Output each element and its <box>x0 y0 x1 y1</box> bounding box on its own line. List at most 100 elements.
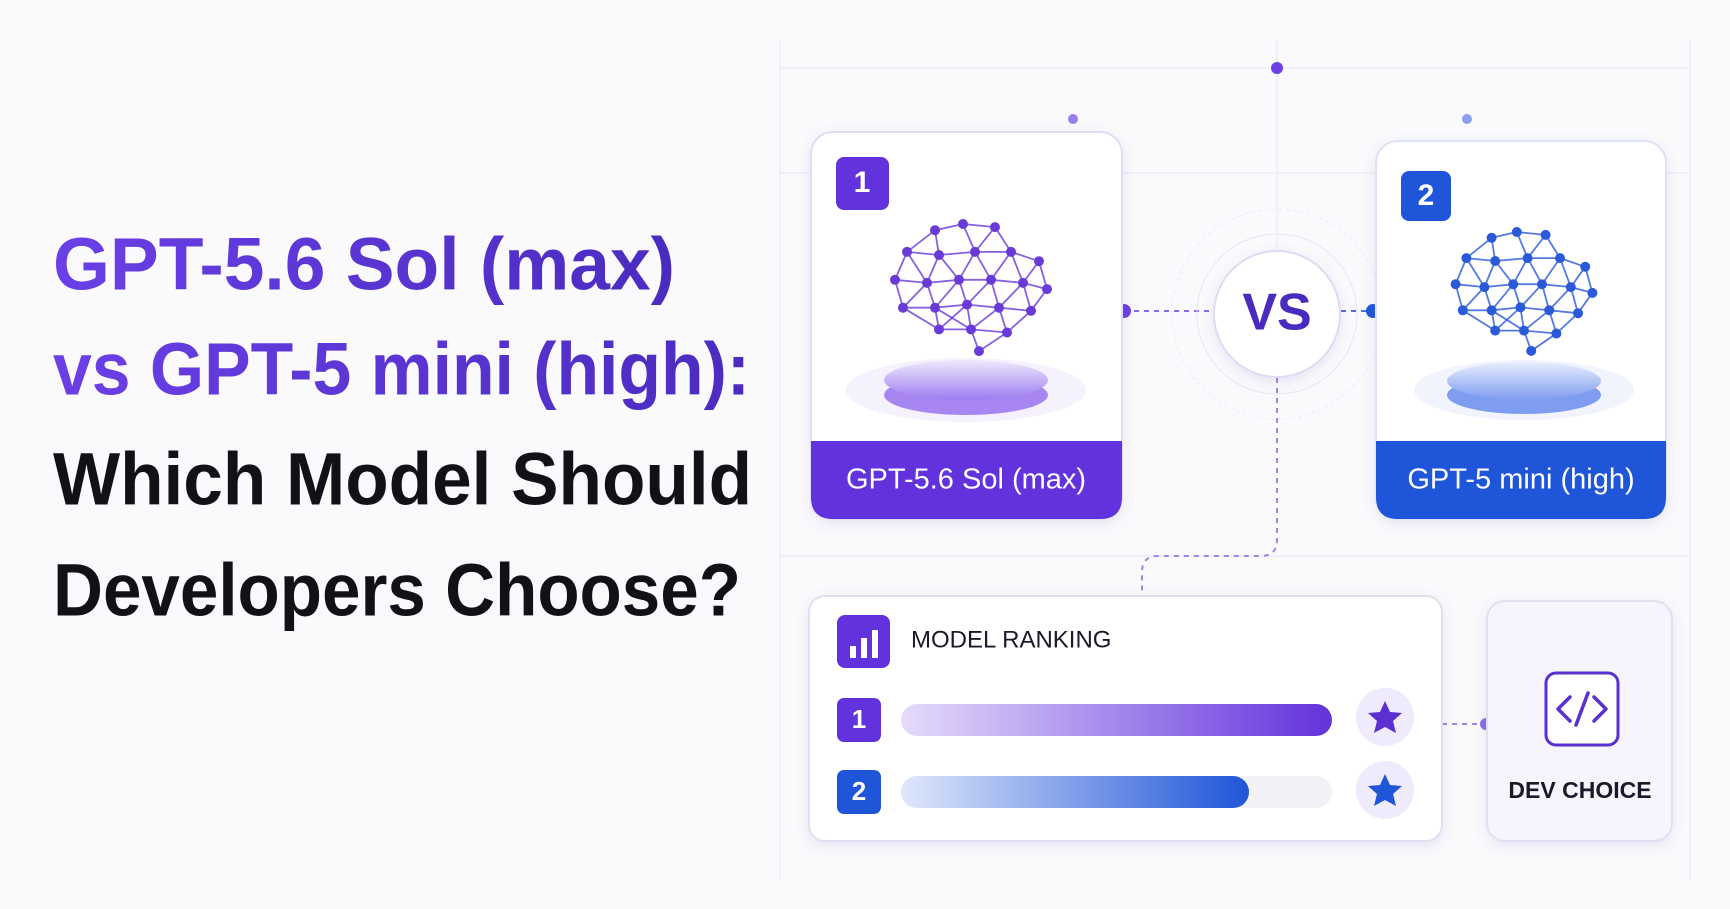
brain-edge <box>962 223 976 253</box>
brain-edge <box>1523 309 1550 332</box>
brain-edge <box>906 251 928 284</box>
dot <box>1271 62 1283 74</box>
brain-edge <box>974 251 992 281</box>
brain-edge <box>906 251 940 256</box>
dot <box>1068 114 1078 124</box>
brain-node <box>1526 345 1537 356</box>
brain-node <box>934 250 944 260</box>
brain-node <box>1537 279 1547 290</box>
dev-choice-panel: DEV CHOICE <box>1486 600 1673 842</box>
ranking-panel: MODEL RANKING 1 2 <box>808 595 1443 842</box>
brain-node <box>974 346 984 357</box>
vs-label: VS <box>1242 284 1311 342</box>
brain-edge <box>1530 332 1557 352</box>
headline-line: vs GPT-5 mini (high): <box>53 328 750 411</box>
brain-edge <box>938 251 976 256</box>
brain-node <box>994 302 1004 313</box>
brain-node <box>970 246 980 257</box>
brain-edge <box>1462 286 1486 311</box>
brain-node <box>958 219 968 229</box>
brain-node <box>1490 256 1501 266</box>
vs-ring <box>1196 233 1358 395</box>
brain-node <box>1573 308 1583 319</box>
brain-node <box>1519 325 1529 336</box>
brain-node <box>1565 282 1576 293</box>
brain-edge <box>894 278 928 284</box>
brain-edge <box>1006 310 1032 334</box>
brain-node <box>1522 253 1533 264</box>
brain-edge <box>1559 257 1572 288</box>
brain-edge <box>1519 283 1543 309</box>
brain-node <box>1002 327 1012 338</box>
dev-choice-label: DEV CHOICE <box>1508 777 1651 803</box>
brain-node <box>1544 305 1555 316</box>
brain-edge <box>894 251 908 281</box>
brain-node <box>1479 282 1490 293</box>
brain-node <box>1034 256 1044 267</box>
brain-edge <box>1465 257 1486 288</box>
rank-bar <box>901 776 1249 808</box>
model-card: 2 GPT-5 mini (high) <box>1375 140 1667 520</box>
card-label: GPT-5.6 Sol (max) <box>846 464 1086 496</box>
brain-node <box>1461 253 1472 264</box>
brain-node <box>930 302 940 313</box>
brain-node <box>898 302 908 313</box>
brain-node <box>1515 302 1526 313</box>
card-label: GPT-5 mini (high) <box>1407 464 1634 496</box>
brain-node <box>1587 287 1598 298</box>
brain-node <box>934 324 944 335</box>
brain-edge <box>966 279 992 306</box>
rank-bar <box>901 704 1332 736</box>
brain-edge <box>1490 283 1514 311</box>
brain-edge <box>934 306 972 331</box>
brain-node <box>1018 277 1028 288</box>
model-card: 1 GPT-5.6 Sol (max) <box>810 131 1123 520</box>
brain-node <box>1486 305 1497 316</box>
brain-edge <box>962 223 996 228</box>
brain-node <box>902 246 912 257</box>
brain-edge <box>906 229 936 253</box>
brain-edge <box>1523 329 1557 335</box>
connectors <box>1124 310 1487 725</box>
brain-edge <box>1010 251 1024 284</box>
brain-edge <box>998 282 1024 309</box>
brain-node <box>986 274 996 285</box>
brain-node <box>1042 284 1052 295</box>
headline-line: GPT-5.6 Sol (max) <box>53 223 675 306</box>
brain-node <box>890 274 900 285</box>
brain-edge <box>926 254 940 284</box>
dot <box>1462 114 1472 124</box>
brain-node <box>1490 325 1501 336</box>
brain-node <box>1486 232 1497 243</box>
brain-edge <box>970 306 1000 331</box>
brain-edge <box>1465 237 1493 259</box>
brain-node <box>1450 279 1461 290</box>
brain-edge <box>978 331 1008 352</box>
brain-node <box>1026 305 1036 316</box>
vs-circle <box>1213 250 1341 378</box>
brain-edge <box>902 306 940 331</box>
brain-edge <box>938 254 960 281</box>
card-badge: 2 <box>1418 179 1435 212</box>
headline-line: Which Model Should <box>53 438 752 521</box>
brain-edge <box>1462 309 1496 332</box>
brain-node <box>1540 229 1551 240</box>
brain-edge <box>1491 309 1525 332</box>
brain-edge <box>934 279 960 309</box>
card-badge: 1 <box>854 166 871 199</box>
brain-edge <box>966 303 1000 309</box>
brain-node <box>990 222 1000 233</box>
brain-edge <box>1494 306 1522 332</box>
brain-edge <box>934 303 968 309</box>
rank-badge: 2 <box>852 776 866 806</box>
brain-node <box>930 225 940 236</box>
brain-node <box>1457 305 1468 316</box>
brain-node <box>954 274 964 285</box>
brain-edge <box>998 306 1032 312</box>
headline-line: Developers Choose? <box>53 549 741 632</box>
brain-edge <box>902 282 928 309</box>
brain-node <box>1555 253 1565 264</box>
brain-node <box>922 277 932 288</box>
brain-node <box>1551 328 1562 339</box>
